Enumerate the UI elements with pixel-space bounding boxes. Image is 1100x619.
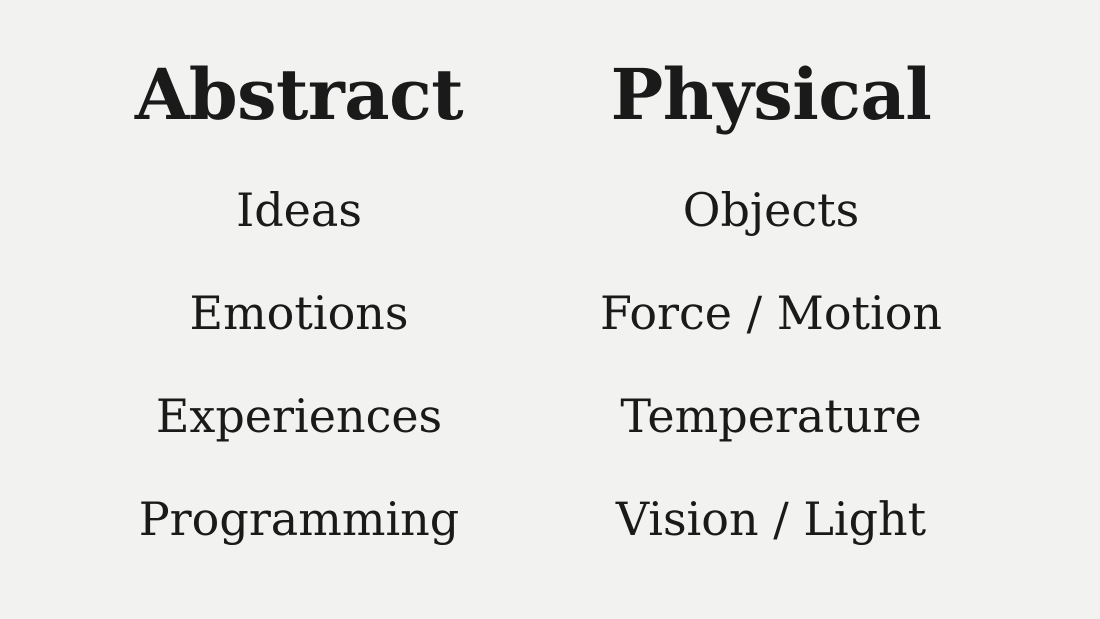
abstract-heading: Abstract (134, 53, 464, 136)
abstract-column: Abstract Ideas Emotions Experiences Prog… (89, 0, 509, 619)
physical-item-vision-light: Vision / Light (615, 492, 927, 546)
abstract-item-emotions: Emotions (189, 286, 409, 340)
physical-heading: Physical (610, 53, 932, 136)
abstract-item-ideas: Ideas (236, 183, 362, 237)
physical-item-objects: Objects (682, 183, 860, 237)
abstract-item-experiences: Experiences (155, 389, 443, 443)
physical-item-force-motion: Force / Motion (599, 286, 943, 340)
abstract-item-programming: Programming (138, 492, 460, 546)
physical-item-temperature: Temperature (620, 389, 922, 443)
physical-column: Physical Objects Force / Motion Temperat… (561, 0, 981, 619)
